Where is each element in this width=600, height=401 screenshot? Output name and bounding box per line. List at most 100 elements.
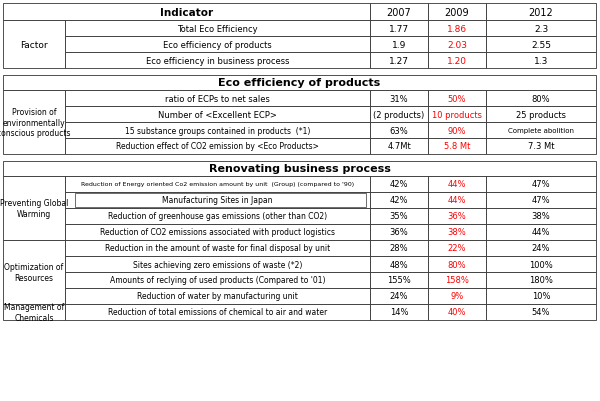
Text: 2009: 2009 bbox=[445, 8, 469, 18]
Text: Amounts of reclying of used products (Compared to '01): Amounts of reclying of used products (Co… bbox=[110, 276, 325, 285]
Bar bbox=[370, 107, 428, 123]
Text: 5.8 Mt: 5.8 Mt bbox=[444, 142, 470, 151]
Text: 31%: 31% bbox=[389, 94, 409, 103]
Bar bbox=[486, 304, 596, 320]
Text: 2.3: 2.3 bbox=[534, 24, 548, 33]
Bar bbox=[428, 37, 486, 53]
Bar bbox=[428, 176, 486, 192]
Bar bbox=[486, 21, 596, 37]
Text: 2.55: 2.55 bbox=[531, 41, 551, 49]
Bar bbox=[3, 76, 596, 91]
Bar bbox=[486, 37, 596, 53]
Text: Number of <Excellent ECP>: Number of <Excellent ECP> bbox=[158, 110, 277, 119]
Bar bbox=[370, 21, 428, 37]
Text: 4.7Mt: 4.7Mt bbox=[387, 142, 411, 151]
Bar bbox=[486, 53, 596, 69]
Text: 42%: 42% bbox=[390, 180, 408, 189]
Bar bbox=[486, 123, 596, 139]
Bar bbox=[428, 241, 486, 256]
Bar bbox=[3, 91, 65, 155]
Text: 1.9: 1.9 bbox=[392, 41, 406, 49]
Bar bbox=[65, 123, 370, 139]
Bar bbox=[65, 176, 370, 192]
Text: 28%: 28% bbox=[389, 244, 409, 253]
Text: 158%: 158% bbox=[445, 276, 469, 285]
Text: 36%: 36% bbox=[448, 212, 466, 221]
Text: 7.3 Mt: 7.3 Mt bbox=[528, 142, 554, 151]
Bar bbox=[3, 176, 65, 241]
Text: 48%: 48% bbox=[389, 260, 409, 269]
Bar bbox=[370, 91, 428, 107]
Bar bbox=[370, 288, 428, 304]
Text: 1.3: 1.3 bbox=[534, 57, 548, 65]
Text: Eco efficiency of products: Eco efficiency of products bbox=[218, 78, 380, 88]
Bar bbox=[486, 288, 596, 304]
Bar bbox=[428, 288, 486, 304]
Bar bbox=[3, 21, 65, 69]
Text: 15 substance groups contained in products  (*1): 15 substance groups contained in product… bbox=[125, 126, 310, 135]
Bar bbox=[370, 53, 428, 69]
Bar bbox=[486, 272, 596, 288]
Text: Renovating business process: Renovating business process bbox=[209, 164, 391, 174]
Text: ratio of ECPs to net sales: ratio of ECPs to net sales bbox=[165, 94, 270, 103]
Bar bbox=[428, 209, 486, 225]
Text: 155%: 155% bbox=[387, 276, 411, 285]
Text: 90%: 90% bbox=[448, 126, 466, 135]
Bar bbox=[370, 241, 428, 256]
Bar bbox=[65, 225, 370, 241]
Bar bbox=[370, 272, 428, 288]
Text: 44%: 44% bbox=[448, 196, 466, 205]
Bar bbox=[428, 4, 486, 21]
Bar bbox=[428, 304, 486, 320]
Text: 63%: 63% bbox=[389, 126, 409, 135]
Bar bbox=[486, 107, 596, 123]
Text: Reduction in the amount of waste for final disposal by unit: Reduction in the amount of waste for fin… bbox=[105, 244, 330, 253]
Bar bbox=[3, 4, 370, 21]
Bar bbox=[428, 91, 486, 107]
Bar bbox=[428, 53, 486, 69]
Bar bbox=[486, 192, 596, 209]
Text: 36%: 36% bbox=[389, 228, 409, 237]
Text: 1.27: 1.27 bbox=[389, 57, 409, 65]
Bar bbox=[428, 107, 486, 123]
Text: Eco efficiency in business process: Eco efficiency in business process bbox=[146, 57, 289, 65]
Bar bbox=[65, 209, 370, 225]
Bar bbox=[65, 304, 370, 320]
Text: 100%: 100% bbox=[529, 260, 553, 269]
Text: 24%: 24% bbox=[390, 292, 408, 301]
Bar bbox=[65, 192, 370, 209]
Text: 38%: 38% bbox=[532, 212, 550, 221]
Text: Preventing Global
Warming: Preventing Global Warming bbox=[0, 199, 68, 218]
Bar bbox=[3, 241, 65, 304]
Bar bbox=[370, 192, 428, 209]
Bar bbox=[428, 256, 486, 272]
Bar bbox=[428, 225, 486, 241]
Text: Manufacturing Sites in Japan: Manufacturing Sites in Japan bbox=[162, 196, 273, 205]
Bar bbox=[486, 225, 596, 241]
Text: 14%: 14% bbox=[390, 308, 408, 317]
Bar bbox=[486, 91, 596, 107]
Bar bbox=[370, 304, 428, 320]
Bar bbox=[65, 241, 370, 256]
Text: 25 products: 25 products bbox=[516, 110, 566, 119]
Text: Management of
Chemicals: Management of Chemicals bbox=[4, 302, 64, 322]
Text: Complete abolition: Complete abolition bbox=[508, 128, 574, 134]
Bar bbox=[370, 37, 428, 53]
Text: 50%: 50% bbox=[448, 94, 466, 103]
Bar bbox=[370, 123, 428, 139]
Bar bbox=[428, 192, 486, 209]
Bar bbox=[428, 21, 486, 37]
Bar bbox=[486, 4, 596, 21]
Text: Provision of
environmentally
conscious products: Provision of environmentally conscious p… bbox=[0, 108, 71, 138]
Bar bbox=[486, 256, 596, 272]
Text: 1.86: 1.86 bbox=[447, 24, 467, 33]
Text: 2007: 2007 bbox=[386, 8, 412, 18]
Text: 80%: 80% bbox=[448, 260, 466, 269]
Text: Sites achieving zero emissions of waste (*2): Sites achieving zero emissions of waste … bbox=[133, 260, 302, 269]
Bar bbox=[428, 272, 486, 288]
Text: 44%: 44% bbox=[532, 228, 550, 237]
Bar bbox=[65, 37, 370, 53]
Bar bbox=[65, 256, 370, 272]
Text: 10%: 10% bbox=[532, 292, 550, 301]
Bar bbox=[370, 225, 428, 241]
